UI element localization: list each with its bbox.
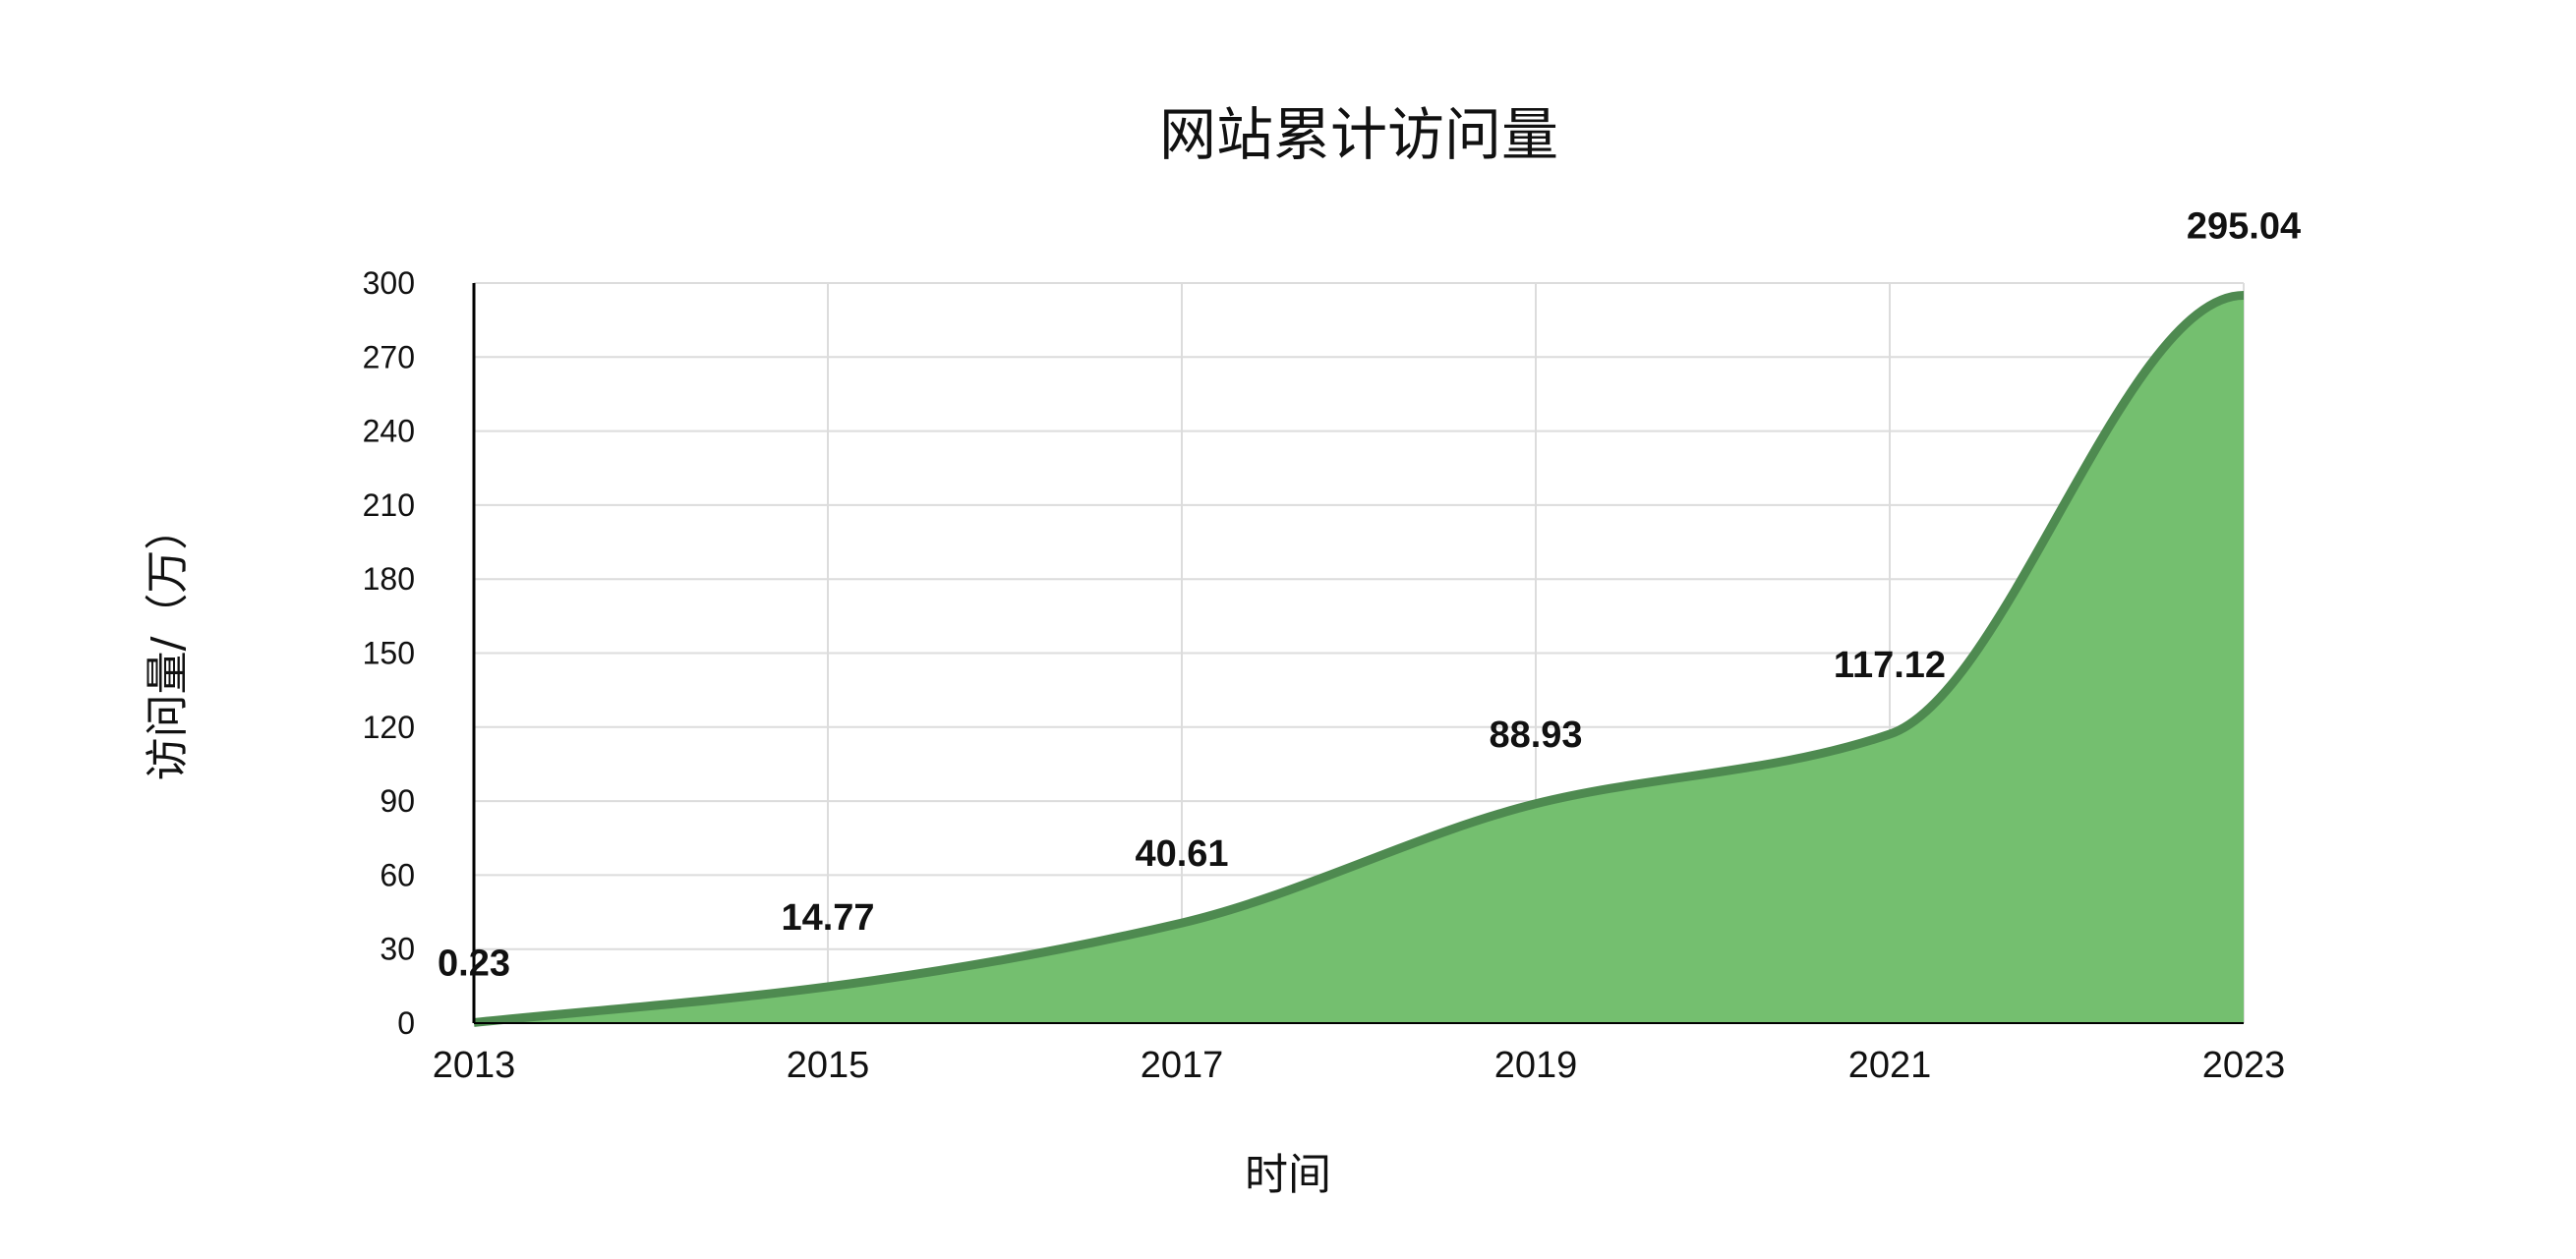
y-axis-title: 访问量/（万） [143, 507, 193, 781]
axes [472, 283, 2244, 1024]
area-fill [474, 295, 2244, 1023]
data-label: 88.93 [1489, 715, 1582, 756]
y-tick-labels: 0 30 60 90 120 150 180 210 240 270 300 [363, 265, 415, 1041]
chart-title: 网站累计访问量 [1159, 101, 1558, 168]
x-tick-label: 2019 [1494, 1045, 1578, 1086]
x-tick-label: 2017 [1141, 1045, 1224, 1086]
x-tick-label: 2015 [787, 1045, 870, 1086]
data-label: 14.77 [781, 897, 874, 939]
y-tick-label: 180 [363, 561, 415, 597]
data-labels: 0.23 14.77 40.61 88.93 117.12 295.04 [438, 205, 2301, 984]
data-label: 0.23 [438, 943, 510, 984]
y-tick-label: 0 [397, 1005, 415, 1041]
series-line [473, 290, 2245, 1027]
data-label: 295.04 [2187, 205, 2301, 247]
x-tick-labels: 2013 2015 2017 2019 2021 2023 [433, 1045, 2286, 1086]
x-tick-label: 2021 [1848, 1045, 1932, 1086]
data-label: 117.12 [1834, 645, 1946, 686]
y-tick-label: 60 [380, 857, 415, 892]
y-tick-label: 120 [363, 710, 415, 745]
y-tick-label: 240 [363, 414, 415, 449]
x-tick-label: 2013 [433, 1045, 516, 1086]
y-tick-label: 150 [363, 636, 415, 671]
y-tick-label: 300 [363, 265, 415, 301]
y-tick-label: 270 [363, 339, 415, 374]
x-tick-label: 2023 [2202, 1045, 2286, 1086]
data-label: 40.61 [1135, 833, 1228, 875]
y-tick-label: 210 [363, 487, 415, 523]
x-axis-title: 时间 [1245, 1150, 1331, 1200]
area-series [473, 290, 2245, 1027]
y-tick-label: 90 [380, 783, 415, 819]
y-tick-label: 30 [380, 932, 415, 967]
